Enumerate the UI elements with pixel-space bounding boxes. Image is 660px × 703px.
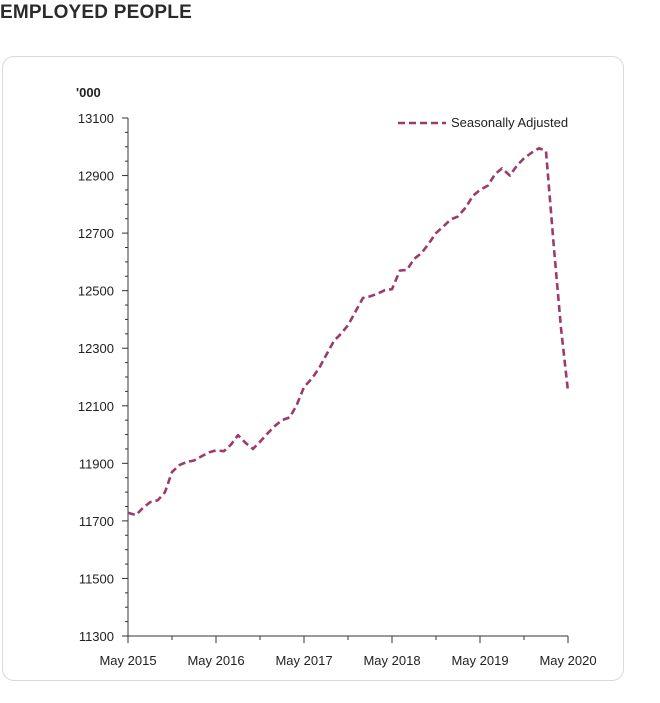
y-tick-label: 12100 [78,399,114,414]
y-tick-label: 12500 [78,284,114,299]
y-tick-label: 12300 [78,341,114,356]
legend: Seasonally Adjusted [398,115,568,130]
x-tick-label: May 2015 [99,653,156,668]
x-axis: May 2015 May 2016 May 2017 May 2018 May 2019… [99,635,597,668]
y-tick-label: 11500 [79,571,114,586]
x-tick-label: May 2017 [275,653,332,668]
y-tick-label: 11900 [79,456,114,471]
page-title: EMPLOYED PEOPLE [0,2,192,23]
y-tick-label: 11700 [79,514,114,529]
x-tick-label: May 2019 [451,653,508,668]
y-tick-label: 12700 [78,226,114,241]
legend-label: Seasonally Adjusted [451,115,568,130]
y-axis-unit-label: '000 [76,85,101,100]
y-tick-label: 12900 [78,169,114,184]
x-tick-label: May 2016 [187,653,244,668]
y-tick-label: 13100 [78,111,114,126]
y-tick-label: 11300 [79,629,114,644]
chart-card [2,56,624,681]
y-axis: 11300 11500 11700 11900 12100 12300 12500 12700… [78,111,129,644]
x-tick-label: May 2020 [539,653,596,668]
x-tick-label: May 2018 [363,653,420,668]
series-line [127,146,570,517]
series-group [127,146,570,517]
